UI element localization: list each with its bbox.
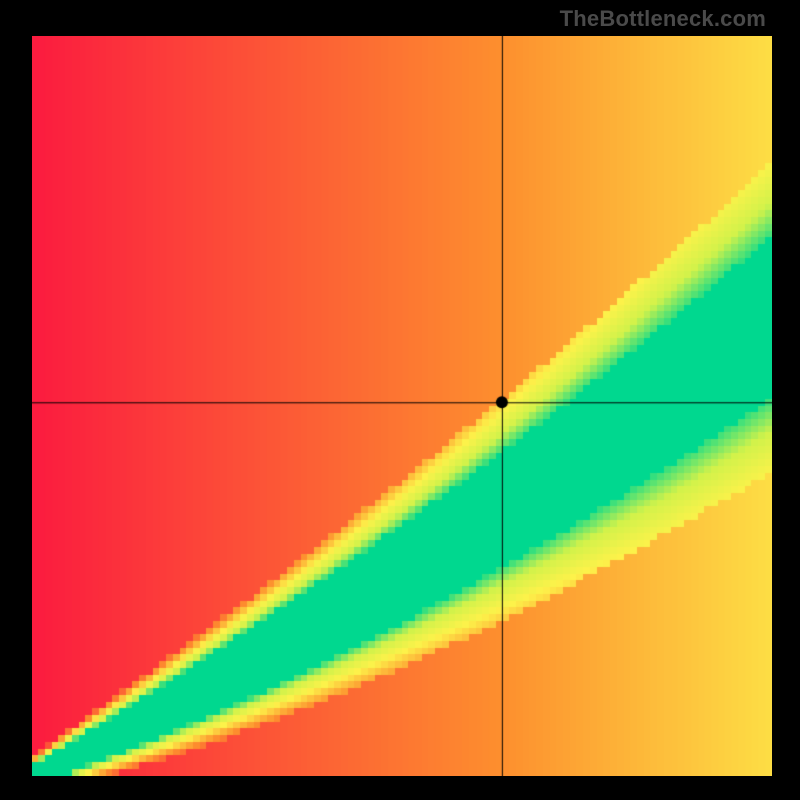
chart-container: TheBottleneck.com: [0, 0, 800, 800]
watermark-text: TheBottleneck.com: [560, 6, 766, 32]
plot-frame: [32, 36, 772, 776]
heatmap-canvas: [32, 36, 772, 776]
